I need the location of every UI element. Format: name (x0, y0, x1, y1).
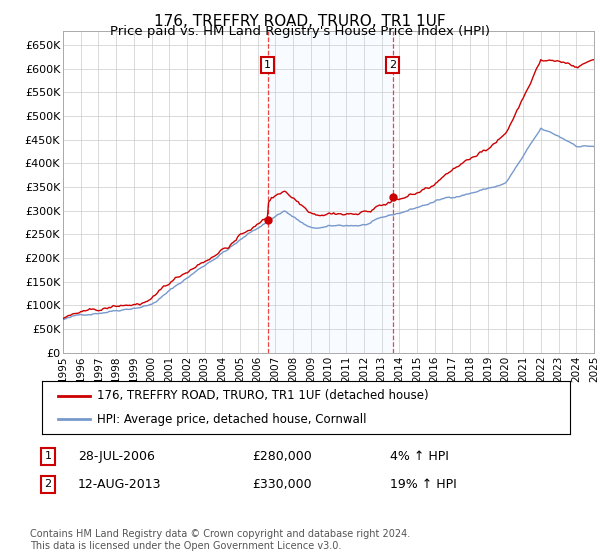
Text: 1: 1 (264, 60, 271, 70)
Text: £330,000: £330,000 (252, 478, 311, 491)
Bar (268, 31, 392, 353)
Text: 12-AUG-2013: 12-AUG-2013 (78, 478, 161, 491)
Text: 2: 2 (389, 60, 396, 70)
Text: Contains HM Land Registry data © Crown copyright and database right 2024.
This d: Contains HM Land Registry data © Crown c… (30, 529, 410, 551)
Text: 19% ↑ HPI: 19% ↑ HPI (390, 478, 457, 491)
Text: HPI: Average price, detached house, Cornwall: HPI: Average price, detached house, Corn… (97, 413, 367, 426)
Text: 4% ↑ HPI: 4% ↑ HPI (390, 450, 449, 463)
Text: 176, TREFFRY ROAD, TRURO, TR1 1UF: 176, TREFFRY ROAD, TRURO, TR1 1UF (154, 14, 446, 29)
Text: 176, TREFFRY ROAD, TRURO, TR1 1UF (detached house): 176, TREFFRY ROAD, TRURO, TR1 1UF (detac… (97, 389, 429, 402)
Text: Price paid vs. HM Land Registry's House Price Index (HPI): Price paid vs. HM Land Registry's House … (110, 25, 490, 38)
Text: £280,000: £280,000 (252, 450, 312, 463)
Text: 2: 2 (44, 479, 52, 489)
Text: 1: 1 (44, 451, 52, 461)
Text: 28-JUL-2006: 28-JUL-2006 (78, 450, 155, 463)
